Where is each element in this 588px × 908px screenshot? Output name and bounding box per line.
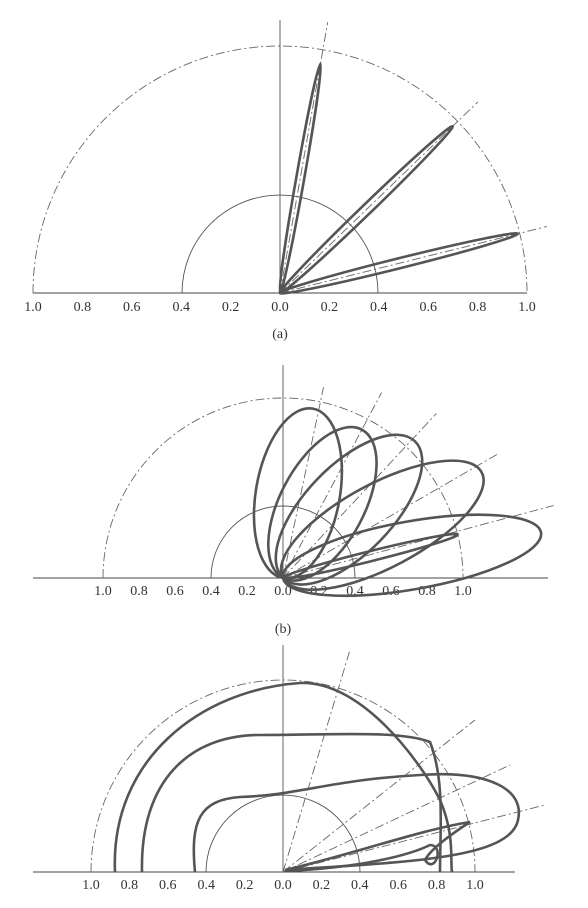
tick-label: 0.0 — [271, 300, 289, 315]
tick-label: 0.4 — [172, 300, 190, 315]
lobe — [284, 820, 471, 873]
caption: (b) — [275, 622, 292, 637]
panel-a — [32, 20, 528, 294]
tick-label: 0.8 — [121, 878, 139, 893]
tick-label: 0.6 — [159, 878, 177, 893]
unit-circle — [32, 45, 528, 294]
lobe — [113, 681, 454, 873]
unit-circle — [90, 679, 476, 873]
tick-label: 1.0 — [518, 300, 536, 315]
tick-label: 0.8 — [428, 878, 446, 893]
tick-label: 0.4 — [351, 878, 369, 893]
direction-line — [279, 226, 547, 294]
direction-line — [282, 804, 546, 873]
direction-line — [282, 387, 324, 579]
tick-label: 1.0 — [454, 584, 472, 599]
tick-label: 0.4 — [197, 878, 215, 893]
tick-label: 0.4 — [202, 584, 220, 599]
direction-line — [282, 392, 382, 579]
inner-circle — [210, 505, 356, 579]
tick-label: 0.2 — [321, 300, 339, 315]
tick-label: 0.0 — [274, 584, 292, 599]
tick-label: 0.2 — [310, 584, 328, 599]
tick-label: 0.2 — [238, 584, 256, 599]
tick-label: 0.6 — [166, 584, 184, 599]
tick-label: 0.8 — [469, 300, 487, 315]
direction-line — [282, 764, 511, 873]
inner-circle — [205, 794, 361, 873]
tick-label: 1.0 — [466, 878, 484, 893]
tick-label: 1.0 — [24, 300, 42, 315]
tick-label: 0.6 — [419, 300, 437, 315]
direction-line — [279, 101, 479, 294]
tick-label: 1.0 — [94, 584, 112, 599]
lobe — [278, 62, 323, 295]
tick-label: 1.0 — [82, 878, 100, 893]
lobe — [278, 232, 520, 295]
lobe — [140, 732, 443, 873]
lobe — [192, 772, 521, 873]
tick-label: 0.4 — [370, 300, 388, 315]
caption: (a) — [272, 327, 288, 342]
tick-label: 0.6 — [389, 878, 407, 893]
tick-label: 0.0 — [274, 878, 292, 893]
lobe — [281, 532, 459, 580]
tick-label: 0.8 — [130, 584, 148, 599]
direction-line — [282, 452, 500, 579]
lobe — [274, 433, 424, 586]
tick-label: 0.2 — [222, 300, 240, 315]
panel-c — [33, 645, 546, 873]
tick-label: 0.2 — [313, 878, 331, 893]
unit-circle — [102, 397, 464, 579]
direction-line — [282, 719, 476, 873]
tick-label: 0.6 — [123, 300, 141, 315]
tick-label: 0.8 — [74, 300, 92, 315]
direction-line — [282, 649, 351, 873]
tick-label: 0.2 — [236, 878, 254, 893]
inner-circle — [181, 194, 379, 294]
